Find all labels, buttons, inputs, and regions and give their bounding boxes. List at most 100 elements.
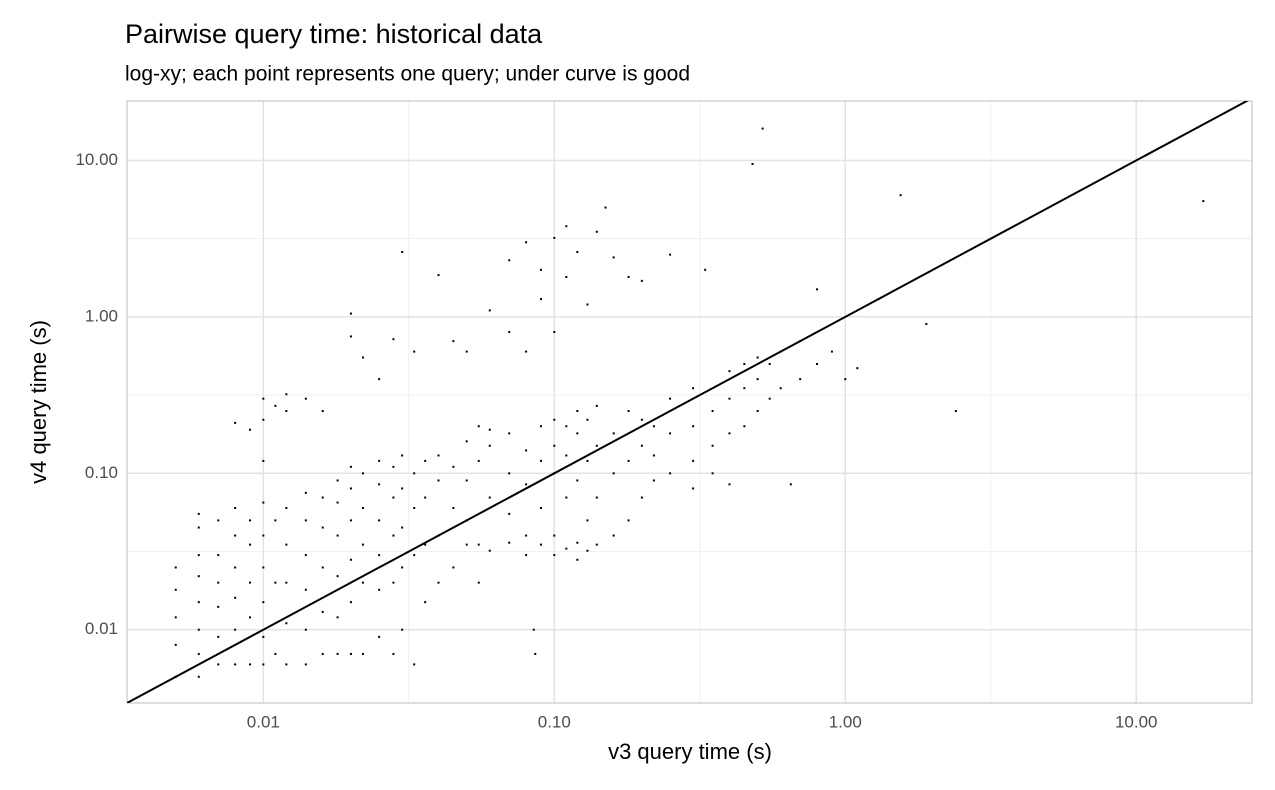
point <box>392 465 395 468</box>
point <box>539 425 542 428</box>
point <box>640 279 643 282</box>
point <box>217 635 220 638</box>
point <box>856 367 859 370</box>
point <box>361 507 364 510</box>
point <box>321 610 324 613</box>
point <box>452 507 455 510</box>
point <box>465 543 468 546</box>
point <box>553 534 556 537</box>
point <box>576 250 579 253</box>
point <box>627 519 630 522</box>
point <box>565 225 568 228</box>
point <box>488 549 491 552</box>
point <box>262 663 265 666</box>
point <box>304 628 307 631</box>
point <box>401 628 404 631</box>
point <box>234 507 237 510</box>
point <box>539 459 542 462</box>
point <box>508 541 511 544</box>
point <box>508 472 511 475</box>
point <box>525 350 528 353</box>
point <box>424 543 427 546</box>
point <box>692 459 695 462</box>
x-tick-label: 0.10 <box>538 712 571 731</box>
point <box>595 230 598 233</box>
point <box>413 507 416 510</box>
point <box>262 397 265 400</box>
point <box>392 534 395 537</box>
point <box>565 275 568 278</box>
point <box>779 387 782 390</box>
point <box>197 526 200 529</box>
point <box>565 425 568 428</box>
point <box>349 487 352 490</box>
point <box>751 162 754 165</box>
point <box>249 543 252 546</box>
point <box>525 554 528 557</box>
point <box>361 472 364 475</box>
point <box>669 397 672 400</box>
point <box>704 268 707 271</box>
point <box>234 663 237 666</box>
point <box>336 534 339 537</box>
point <box>349 601 352 604</box>
x-tick-label: 1.00 <box>829 712 862 731</box>
point <box>413 350 416 353</box>
point <box>285 543 288 546</box>
point <box>304 554 307 557</box>
point <box>452 566 455 569</box>
point <box>378 483 381 486</box>
point <box>321 410 324 413</box>
point <box>669 472 672 475</box>
point <box>452 340 455 343</box>
point <box>539 543 542 546</box>
identity-line <box>127 101 1249 703</box>
point <box>525 241 528 244</box>
point <box>378 635 381 638</box>
point <box>304 491 307 494</box>
point <box>285 410 288 413</box>
point <box>174 616 177 619</box>
point <box>262 534 265 537</box>
point <box>249 519 252 522</box>
point <box>349 652 352 655</box>
point <box>612 534 615 537</box>
point <box>234 628 237 631</box>
y-tick-label: 0.10 <box>85 463 118 482</box>
point <box>692 425 695 428</box>
point <box>285 622 288 625</box>
point <box>234 596 237 599</box>
point <box>539 268 542 271</box>
point <box>197 628 200 631</box>
y-tick-label: 10.00 <box>75 150 118 169</box>
point <box>553 554 556 557</box>
point <box>652 479 655 482</box>
point <box>565 454 568 457</box>
grid <box>126 100 1253 704</box>
point <box>586 519 589 522</box>
point <box>728 397 731 400</box>
point <box>262 501 265 504</box>
point <box>595 496 598 499</box>
point <box>401 250 404 253</box>
x-axis-title: v3 query time (s) <box>608 739 772 764</box>
point <box>413 554 416 557</box>
point <box>249 581 252 584</box>
point <box>197 575 200 578</box>
point <box>437 581 440 584</box>
point <box>612 432 615 435</box>
point <box>816 362 819 365</box>
point <box>640 418 643 421</box>
point <box>728 370 731 373</box>
point <box>692 387 695 390</box>
point <box>692 487 695 490</box>
point <box>262 418 265 421</box>
point <box>604 206 607 209</box>
point <box>174 643 177 646</box>
point <box>816 288 819 291</box>
point <box>217 554 220 557</box>
point <box>595 404 598 407</box>
point <box>595 444 598 447</box>
